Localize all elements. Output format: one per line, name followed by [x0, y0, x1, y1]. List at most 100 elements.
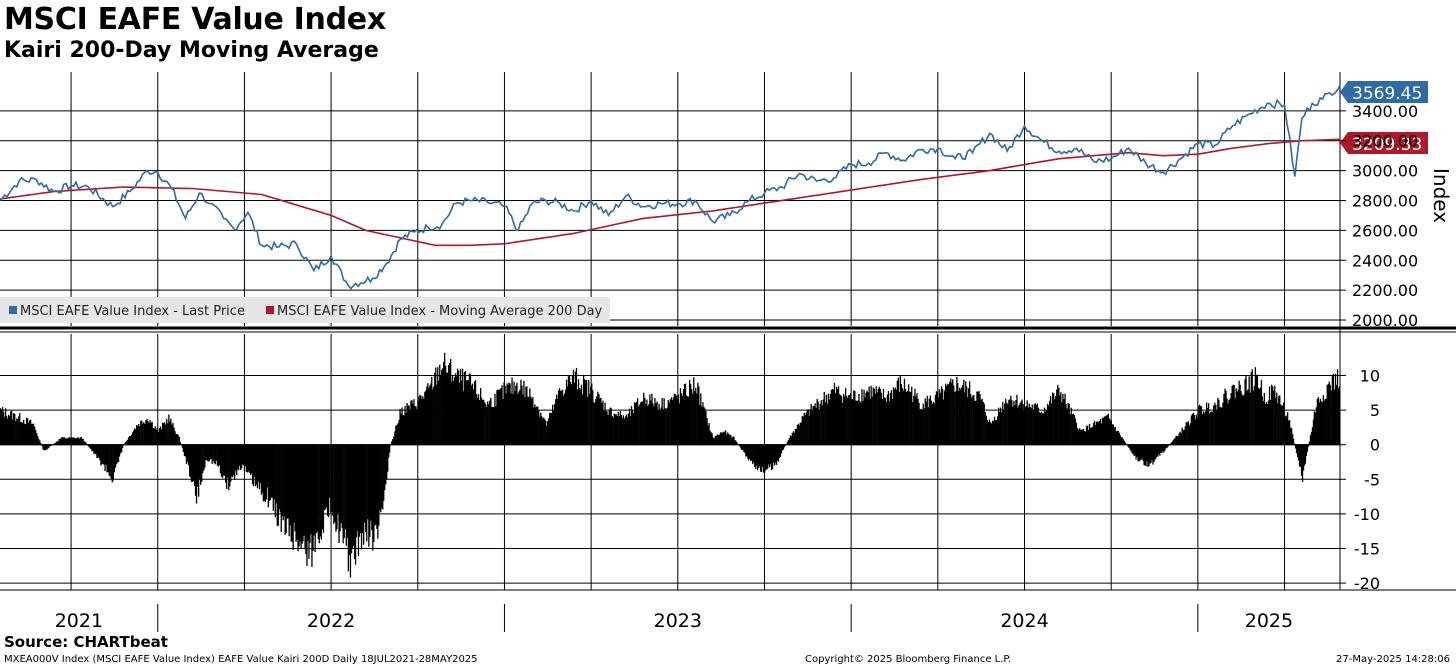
kairi-bar: [891, 399, 894, 445]
kairi-bar: [969, 381, 971, 445]
kairi-bar: [962, 384, 964, 445]
kairi-bar: [1139, 444, 1141, 461]
kairi-bar: [1238, 380, 1240, 445]
kairi-bar: [856, 401, 858, 445]
kairi-bar: [450, 359, 452, 445]
kairi-bar: [445, 365, 447, 445]
kairi-bar: [989, 422, 992, 445]
kairi-bar: [774, 444, 777, 464]
kairi-bar: [557, 390, 560, 445]
kairi-bar: [741, 444, 743, 450]
kairi-bar: [916, 393, 918, 445]
kairi-bar: [1069, 414, 1071, 445]
kairi-bar: [499, 389, 501, 445]
kairi-bar: [1234, 398, 1236, 445]
kairi-bar: [820, 400, 822, 445]
kairi-bar: [260, 444, 263, 495]
kairi-bar: [1180, 433, 1182, 445]
kairi-bar: [202, 444, 204, 474]
kairi-bar: [985, 415, 987, 445]
kairi-bar: [343, 444, 345, 539]
kairi-bar: [786, 441, 789, 445]
kairi-bar: [139, 426, 141, 445]
kairi-bar: [874, 393, 876, 445]
kairi-bar: [340, 444, 342, 523]
kairi-bar: [321, 444, 323, 530]
kairi-bar: [479, 399, 481, 445]
kairi-bar: [71, 437, 73, 445]
kairi-bar: [898, 392, 900, 445]
kairi-bar: [758, 444, 760, 468]
kairi-bar: [571, 375, 574, 445]
kairi-bar: [439, 364, 441, 445]
kairi-bar: [520, 379, 522, 445]
kairi-bar: [1142, 444, 1144, 461]
footer-copyright: Copyright© 2025 Bloomberg Finance L.P.: [805, 654, 1012, 665]
kairi-bar: [237, 444, 239, 470]
kairi-bar: [373, 444, 375, 543]
kairi-bar: [255, 444, 258, 485]
kairi-bar: [992, 421, 995, 445]
kairi-bar: [416, 409, 418, 445]
kairi-bar: [773, 444, 776, 466]
kairi-bar: [250, 444, 253, 474]
kairi-bar: [1129, 444, 1131, 450]
kairi-bar: [1214, 402, 1216, 445]
kairi-bar: [515, 385, 517, 445]
kairi-bar: [998, 407, 1000, 445]
kairi-bar: [734, 440, 736, 445]
kairi-bar: [384, 444, 386, 491]
kairi-bar: [1184, 426, 1186, 445]
kairi-bar: [670, 397, 672, 445]
kairi-bar: [593, 402, 595, 445]
kairi-bar: [153, 428, 155, 445]
kairi-bar: [1061, 402, 1063, 445]
kairi-bar: [974, 400, 976, 445]
kairi-bar: [334, 444, 336, 523]
kairi-bar: [863, 389, 865, 445]
kairi-bar: [1082, 429, 1084, 445]
kairi-bar: [821, 405, 823, 445]
kairi-bar: [1302, 444, 1305, 471]
kairi-bar: [331, 444, 333, 512]
kairi-bar: [681, 396, 684, 445]
kairi-bar: [1225, 391, 1227, 445]
kairi-bar: [134, 428, 136, 445]
kairi-bar: [56, 441, 58, 445]
kairi-bar: [110, 444, 112, 480]
kairi-bar: [743, 444, 745, 452]
kairi-bar: [562, 395, 565, 445]
kairi-bar: [1256, 375, 1259, 445]
kairi-bar: [1263, 393, 1265, 445]
kairi-bar: [533, 407, 535, 445]
kairi-bar: [1253, 385, 1255, 445]
kairi-bar: [45, 444, 47, 450]
kairi-bar: [96, 444, 98, 458]
kairi-bar: [918, 402, 920, 445]
kairi-bar: [654, 398, 656, 445]
kairi-bar: [583, 374, 585, 445]
kairi-bar: [597, 391, 599, 445]
kairi-bar: [1286, 416, 1288, 445]
kairi-bar: [762, 444, 764, 468]
kairi-bar: [5, 408, 7, 445]
kairi-bar: [481, 397, 483, 445]
kairi-bar: [626, 417, 629, 445]
kairi-bar: [726, 434, 728, 445]
kairi-bar: [301, 444, 303, 544]
kairi-bar: [273, 444, 275, 500]
kairi-bar: [596, 396, 598, 445]
kairi-bar: [217, 444, 219, 467]
kairi-bar: [692, 393, 694, 445]
kairi-bar: [42, 444, 44, 450]
kairi-bar: [232, 444, 234, 478]
kairi-bar: [822, 399, 824, 445]
kairi-bar: [961, 387, 963, 445]
kairi-bar: [430, 383, 432, 445]
kairi-bar: [70, 437, 72, 445]
kairi-bar: [1128, 444, 1130, 448]
kairi-bar: [1000, 407, 1002, 445]
kairi-bar: [541, 416, 543, 445]
price-y-tick-label: 2800.00: [1352, 191, 1418, 210]
kairi-bar: [894, 387, 896, 445]
